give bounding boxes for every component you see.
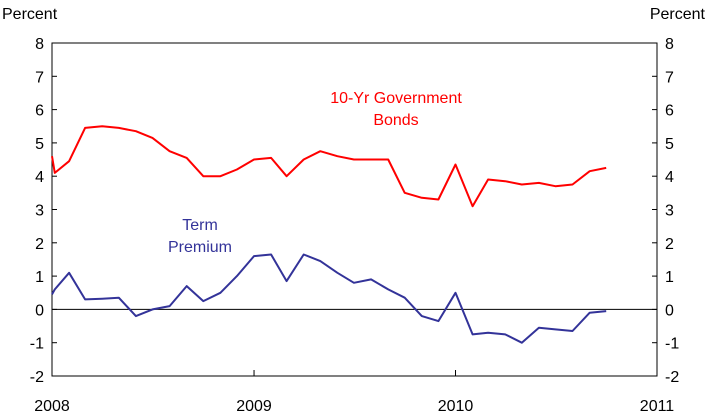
series-label-2: Term — [182, 217, 218, 234]
series-label-2: Premium — [168, 239, 232, 256]
series-label-1: Bonds — [373, 112, 418, 129]
y-tick-label-left: 8 — [35, 36, 44, 53]
series-line-1 — [51, 125, 607, 208]
y-tick-label-left: 2 — [35, 236, 44, 253]
y-tick-label-right: 2 — [665, 236, 674, 253]
x-tick-label: 2010 — [438, 398, 474, 415]
y-tick-label-left: -2 — [30, 369, 44, 386]
y-tick-label-right: -1 — [665, 336, 679, 353]
y-axis-unit-right: Percent — [649, 6, 705, 23]
series-line-2 — [51, 253, 607, 344]
x-tick-label: 2009 — [236, 398, 272, 415]
series-labels: 10-Yr Government Bonds Term Premium — [168, 90, 462, 256]
y-tick-label-right: 8 — [665, 36, 674, 53]
x-tick-label: 2008 — [34, 398, 70, 415]
y-tick-label-left: 0 — [35, 302, 44, 319]
y-tick-label-left: -1 — [30, 336, 44, 353]
y-axis-left: -2 -1 0 1 2 3 4 5 6 7 8 — [30, 36, 57, 386]
y-tick-label-left: 7 — [35, 69, 44, 86]
y-tick-label-right: 3 — [665, 203, 674, 220]
y-tick-label-right: 5 — [665, 136, 674, 153]
y-tick-label-right: 6 — [665, 103, 674, 120]
y-tick-label-left: 3 — [35, 203, 44, 220]
series-layer — [51, 125, 607, 344]
y-tick-label-right: 7 — [665, 69, 674, 86]
series-label-1: 10-Yr Government — [330, 90, 462, 107]
y-tick-label-left: 5 — [35, 136, 44, 153]
y-tick-label-left: 6 — [35, 103, 44, 120]
y-tick-label-right: 0 — [665, 302, 674, 319]
y-tick-label-left: 1 — [35, 269, 44, 286]
y-tick-label-right: 1 — [665, 269, 674, 286]
y-tick-label-right: 4 — [665, 169, 674, 186]
y-tick-label-left: 4 — [35, 169, 44, 186]
x-tick-label: 2011 — [640, 398, 675, 415]
y-axis-unit-left: Percent — [2, 6, 58, 23]
y-axis-right: -2 -1 0 1 2 3 4 5 6 7 8 — [652, 36, 679, 386]
y-tick-label-right: -2 — [665, 369, 679, 386]
x-axis: 2008 2009 2010 2011 — [34, 370, 674, 415]
